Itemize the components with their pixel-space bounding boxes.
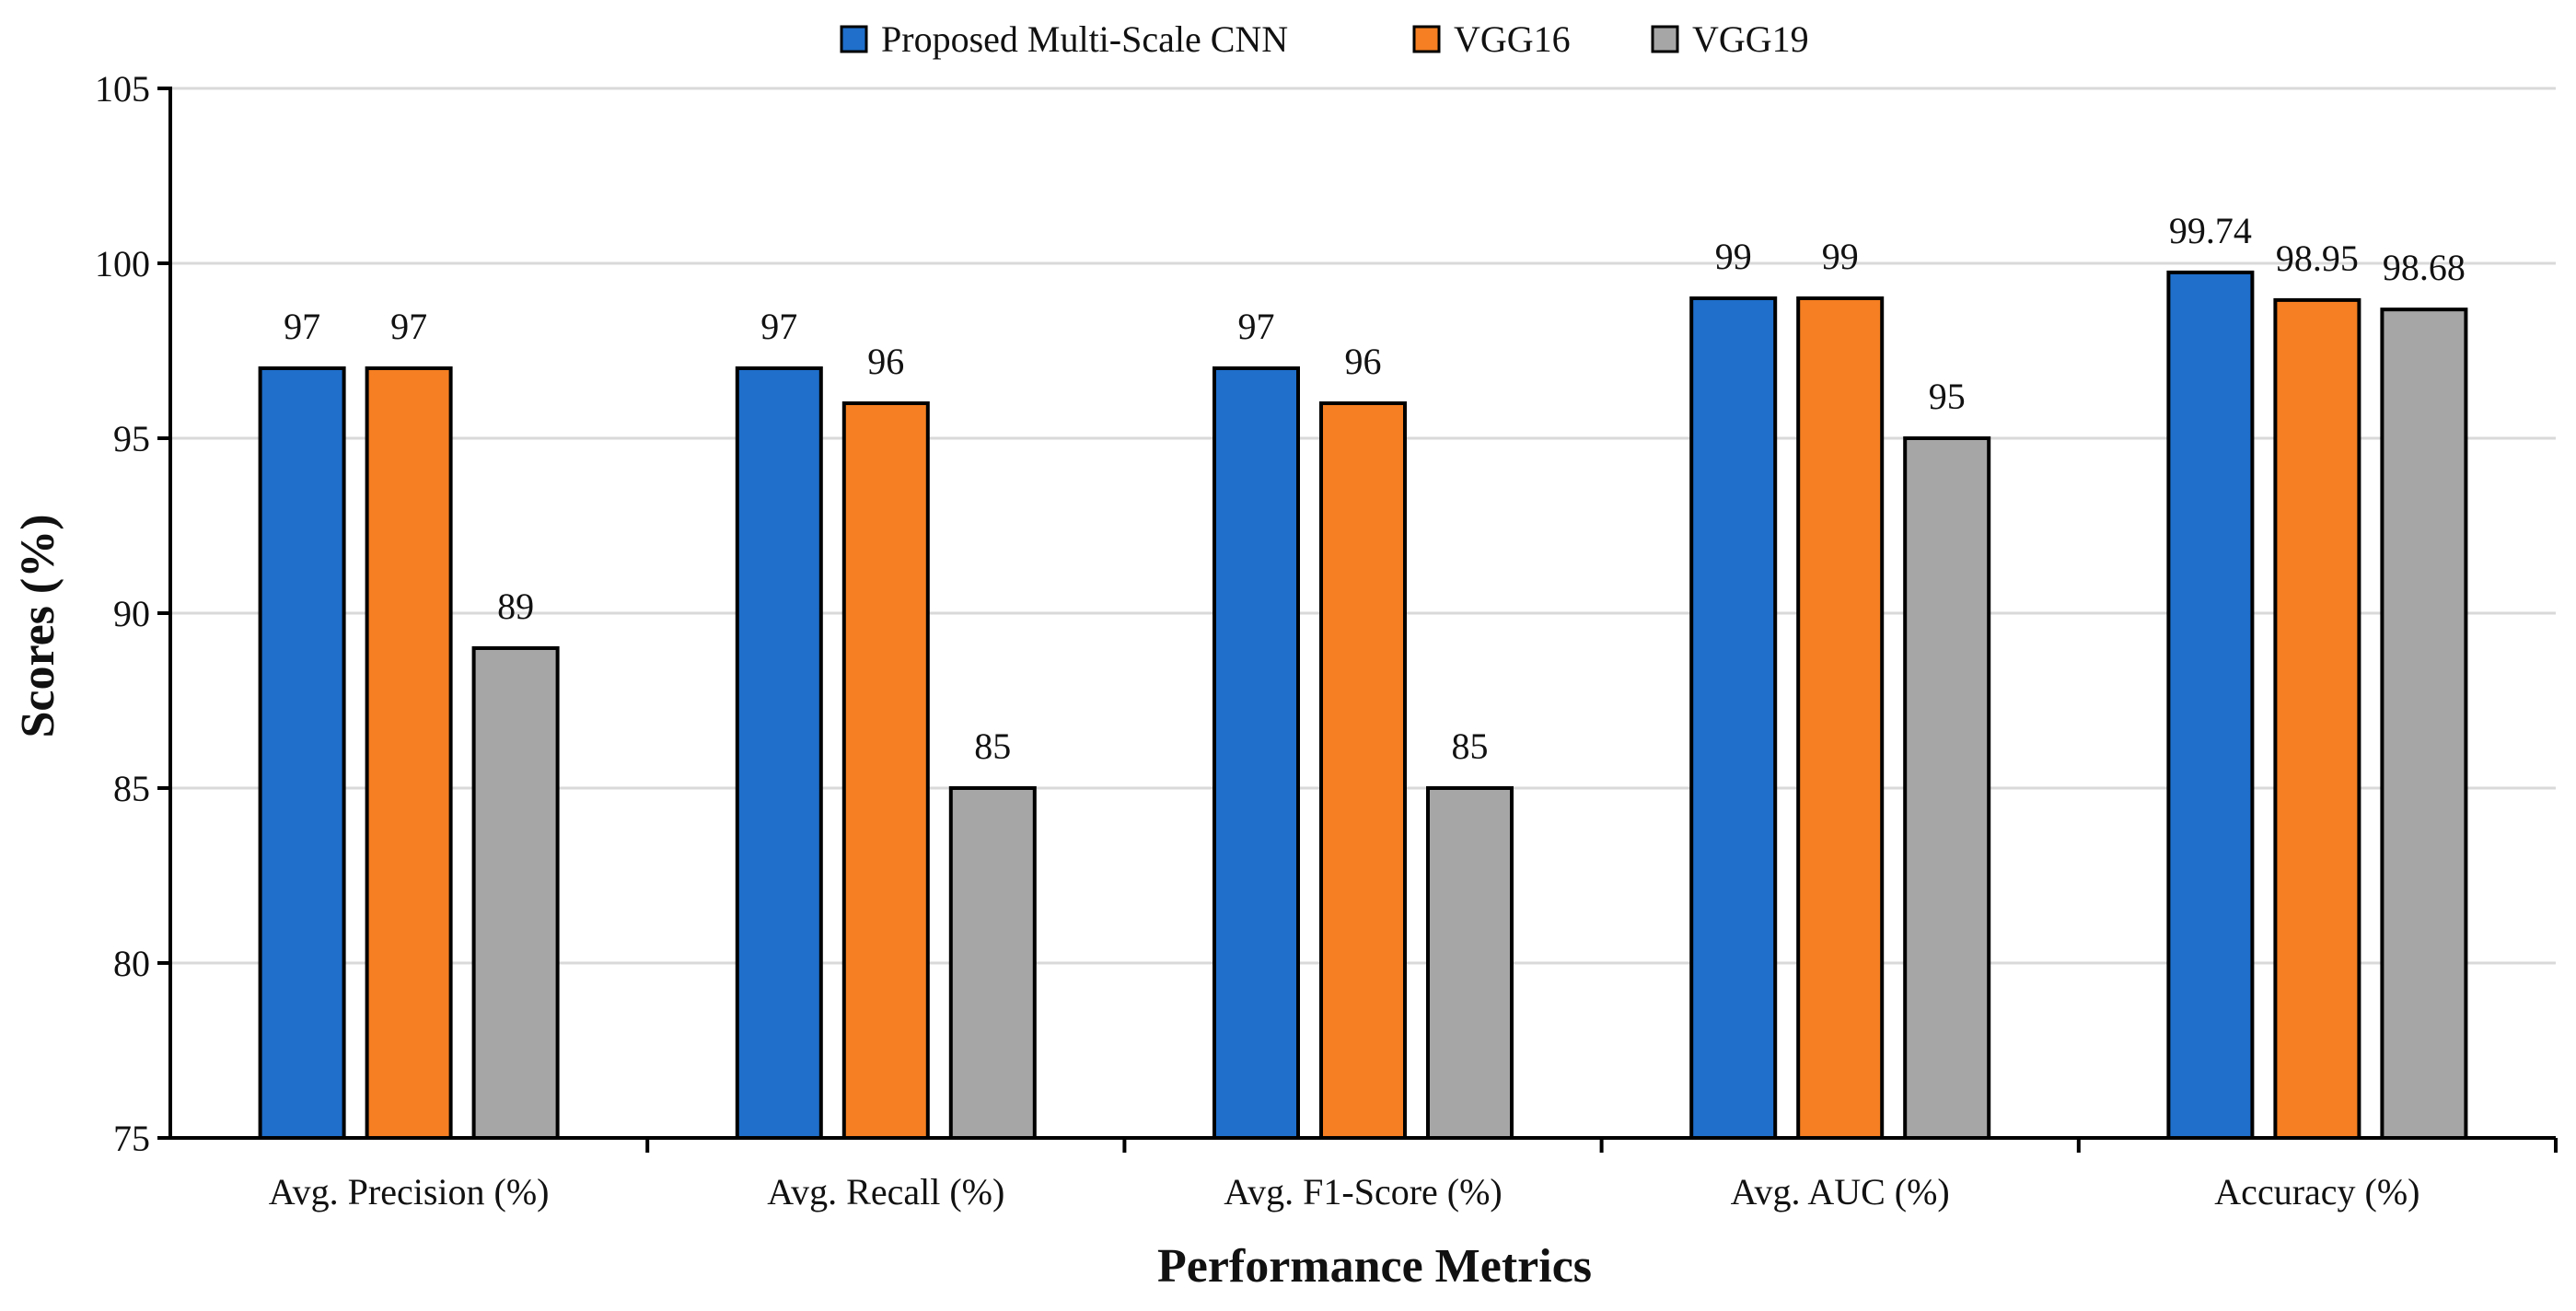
bar-proposed-multi-scale-cnn-1	[735, 366, 823, 1140]
data-label: 96	[1345, 341, 1382, 382]
axis-layer	[157, 87, 2558, 1153]
data-label: 97	[760, 306, 797, 347]
data-label: 97	[390, 306, 427, 347]
data-label: 95	[1929, 376, 1966, 417]
legend-label: VGG16	[1454, 18, 1571, 60]
legend-swatch	[840, 25, 868, 53]
y-tick-label: 80	[113, 943, 150, 984]
data-label: 85	[1452, 725, 1489, 767]
data-label: 99	[1715, 236, 1752, 277]
y-axis-title: Scores (%)	[12, 514, 64, 737]
legend-swatch	[1412, 25, 1441, 53]
bar-vgg16-2	[1319, 401, 1407, 1140]
bar-layer	[258, 270, 2468, 1141]
y-tick-label: 90	[113, 593, 150, 634]
bar-vgg19-2	[1426, 786, 1514, 1140]
x-tick-label: Accuracy (%)	[2214, 1171, 2419, 1212]
label-layer: 75 80 85 90 95 100 105 97 97 89 Avg. Precision (%)…	[95, 68, 2466, 1212]
y-tick-label: 85	[113, 768, 150, 809]
bar-proposed-multi-scale-cnn-0	[258, 366, 346, 1140]
bar-vgg19-1	[948, 786, 1037, 1140]
y-tick-label: 100	[95, 243, 150, 284]
data-label: 99.74	[2169, 210, 2252, 251]
legend: Proposed Multi-Scale CNN VGG16 VGG19	[840, 18, 1809, 60]
data-label: 89	[497, 586, 534, 627]
legend-label: Proposed Multi-Scale CNN	[881, 18, 1288, 60]
x-tick-label: Avg. AUC (%)	[1731, 1171, 1950, 1212]
x-axis-title: Performance Metrics	[1157, 1240, 1592, 1293]
data-label: 98.68	[2383, 247, 2466, 288]
bar-vgg16-1	[841, 401, 930, 1140]
x-tick-label: Avg. Recall (%)	[767, 1171, 1004, 1212]
data-label: 99	[1822, 236, 1859, 277]
x-tick-label: Avg. Precision (%)	[269, 1171, 550, 1212]
bar-vgg19-4	[2380, 307, 2468, 1141]
data-label: 98.95	[2276, 238, 2359, 279]
bar-proposed-multi-scale-cnn-4	[2166, 270, 2255, 1140]
bar-vgg19-3	[1903, 436, 1991, 1140]
data-label: 96	[867, 341, 904, 382]
bar-vgg16-3	[1796, 296, 1885, 1140]
bar-vgg19-0	[471, 646, 560, 1140]
bar-proposed-multi-scale-cnn-2	[1213, 366, 1300, 1140]
y-tick-label: 105	[95, 68, 150, 110]
data-label: 85	[974, 725, 1011, 767]
legend-label: VGG19	[1692, 18, 1809, 60]
data-label: 97	[1238, 306, 1275, 347]
bar-vgg16-0	[365, 366, 453, 1140]
x-tick-label: Avg. F1-Score (%)	[1224, 1171, 1503, 1212]
bar-proposed-multi-scale-cnn-3	[1689, 296, 1778, 1140]
y-tick-label: 75	[113, 1118, 150, 1159]
data-label: 97	[284, 306, 320, 347]
bar-vgg16-4	[2273, 297, 2361, 1140]
y-tick-label: 95	[113, 418, 150, 459]
legend-swatch	[1651, 25, 1679, 53]
